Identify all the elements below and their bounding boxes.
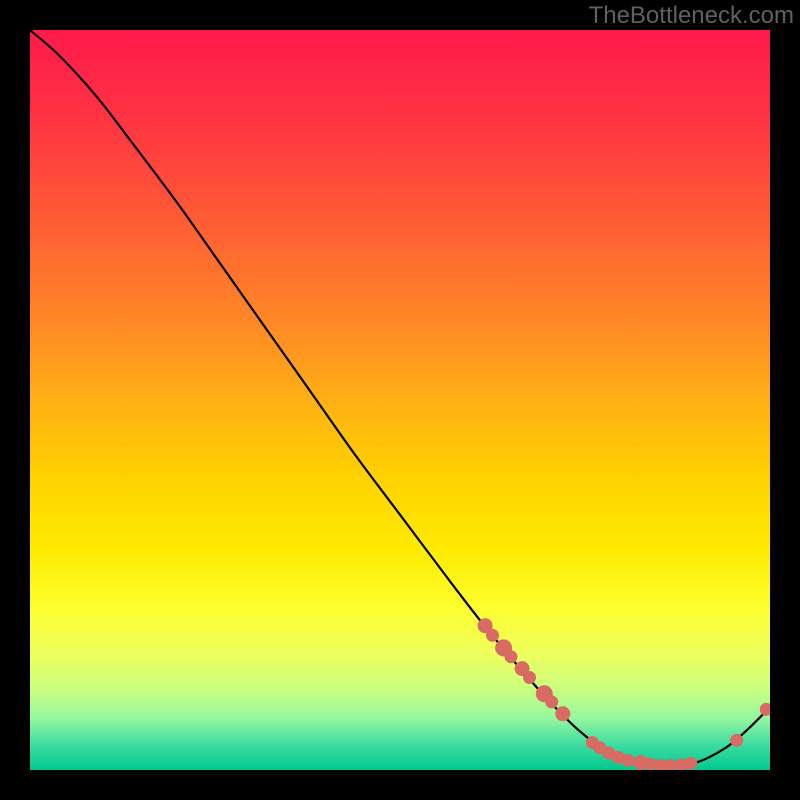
data-marker: [622, 754, 634, 766]
bottleneck-curve-chart: [0, 0, 800, 800]
data-marker: [556, 707, 570, 721]
data-marker: [505, 651, 517, 663]
data-marker: [487, 629, 499, 641]
data-marker: [731, 734, 743, 746]
data-marker: [546, 696, 558, 708]
watermark-text: TheBottleneck.com: [589, 2, 794, 30]
data-marker: [524, 672, 536, 684]
chart-container: TheBottleneck.com: [0, 0, 800, 800]
data-marker: [664, 760, 676, 772]
data-marker: [685, 757, 697, 769]
plot-background-gradient: [30, 30, 770, 770]
